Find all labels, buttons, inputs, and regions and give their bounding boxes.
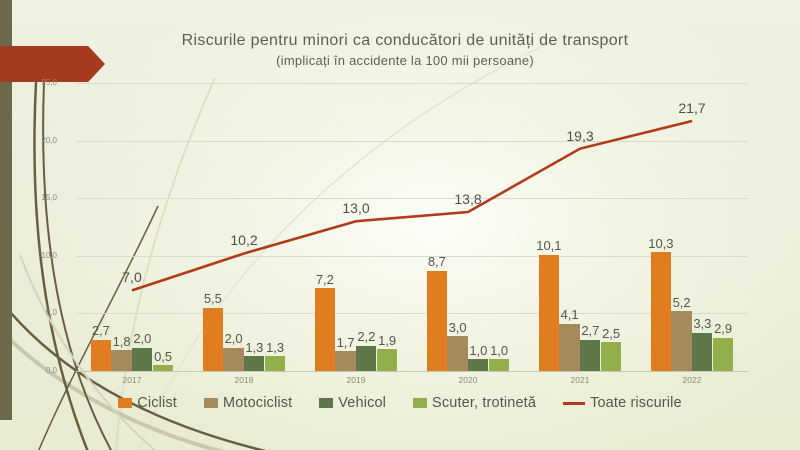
bar-motociclist	[447, 336, 468, 371]
legend-color-swatch	[319, 398, 334, 408]
line-value-label: 7,0	[122, 269, 142, 286]
bar-scuter-trotinet-	[488, 359, 509, 371]
legend-label: Toate riscurile	[590, 395, 682, 411]
x-axis-label: 2018	[234, 375, 254, 385]
bar-value-label: 1,3	[245, 339, 264, 355]
bar-value-label: 7,2	[315, 271, 334, 287]
bar-value-label: 0,5	[154, 348, 173, 364]
bar-value-label: 4,1	[560, 307, 579, 323]
legend-item: Scuter, trotinetă	[413, 395, 536, 411]
bar-ciclist	[426, 270, 447, 371]
bar-value-label: 8,7	[427, 254, 446, 270]
chart-legend: Ciclist Motociclist Vehicol Scuter, trotine…	[20, 392, 780, 414]
x-axis-label: 2020	[458, 375, 478, 385]
bar-vehicol	[580, 339, 601, 371]
line-value-label: 19,3	[566, 127, 594, 144]
bar-vehicol	[692, 332, 713, 371]
bar-value-label: 1,3	[266, 339, 285, 355]
bar-motociclist	[671, 311, 692, 371]
legend-color-swatch	[203, 398, 218, 408]
bar-value-label: 10,1	[536, 238, 562, 254]
bar-value-label: 2,2	[357, 329, 376, 345]
bar-value-label: 10,3	[648, 235, 674, 251]
bar-value-label: 2,5	[602, 325, 621, 341]
legend-color-swatch	[118, 398, 133, 408]
gridline	[76, 83, 748, 84]
line-value-label: 13,8	[454, 191, 482, 208]
bar-vehicol	[356, 345, 377, 371]
x-axis-label: 2019	[346, 375, 366, 385]
bar-value-label: 2,0	[133, 331, 152, 347]
y-axis-tick-label: 0,0	[45, 366, 57, 375]
bar-value-label: 1,9	[378, 332, 397, 348]
legend-line-marker	[563, 401, 586, 405]
x-axis-line	[76, 371, 748, 372]
bar-value-label: 2,9	[714, 321, 733, 337]
bar-value-label: 1,7	[336, 334, 355, 350]
bar-vehicol	[132, 347, 153, 371]
title-block: Riscurile pentru minori ca conducători d…	[20, 30, 790, 70]
x-axis-label: 2022	[682, 375, 702, 385]
y-axis-tick-label: 25,0	[41, 78, 57, 87]
bar-motociclist	[559, 323, 580, 371]
slide-edge-stripe	[0, 0, 12, 420]
bar-value-label: 2,7	[91, 323, 110, 339]
bar-ciclist	[314, 288, 335, 371]
gridline	[76, 255, 748, 257]
bar-value-label: 5,5	[203, 291, 222, 307]
gridline	[76, 140, 748, 142]
legend-label: Vehicol	[338, 395, 387, 411]
bar-vehicol	[468, 359, 489, 371]
bar-value-label: 3,3	[693, 316, 712, 332]
bar-motociclist	[335, 351, 356, 371]
bar-value-label: 1,8	[112, 333, 131, 349]
bar-scuter-trotinet-	[152, 365, 173, 371]
bar-value-label: 1,0	[469, 342, 488, 358]
bar-scuter-trotinet-	[712, 337, 733, 371]
bar-scuter-trotinet-	[264, 356, 285, 371]
x-axis-label: 2017	[122, 375, 142, 385]
legend-item: Ciclist	[118, 395, 177, 411]
title-arrow-accent	[0, 46, 105, 82]
gridline	[76, 198, 748, 200]
legend-color-swatch	[413, 398, 428, 408]
gridline	[76, 313, 748, 315]
bar-motociclist	[223, 347, 244, 371]
bar-ciclist	[90, 339, 111, 371]
bar-value-label: 5,2	[672, 294, 691, 310]
legend-item: Toate riscurile	[563, 395, 682, 411]
x-axis-label: 2021	[570, 375, 590, 385]
bar-vehicol	[244, 356, 265, 371]
bar-ciclist	[202, 307, 223, 371]
y-axis-tick-label: 15,0	[41, 193, 57, 203]
slide-title: Riscurile pentru minori ca conducători d…	[181, 32, 629, 49]
legend-item: Motociclist	[203, 395, 293, 411]
bar-value-label: 2,0	[224, 331, 243, 347]
bar-value-label: 2,7	[581, 323, 600, 339]
slide-subtitle: (implicați în accidente la 100 mii perso…	[276, 53, 534, 68]
line-value-label: 10,2	[230, 232, 258, 249]
y-axis-tick-label: 5,0	[45, 308, 57, 318]
bar-value-label: 3,0	[448, 319, 467, 335]
bar-value-label: 1,0	[490, 342, 509, 358]
y-axis-tick-label: 20,0	[41, 135, 57, 145]
legend-label: Ciclist	[137, 395, 177, 411]
legend-label: Scuter, trotinetă	[432, 395, 537, 411]
bar-motociclist	[111, 350, 132, 371]
line-value-label: 13,0	[342, 200, 370, 217]
bar-ciclist	[650, 252, 671, 371]
bar-scuter-trotinet-	[376, 349, 397, 371]
legend-item: Vehicol	[319, 395, 386, 411]
legend-label: Motociclist	[222, 395, 293, 411]
line-value-label: 21,7	[678, 100, 706, 117]
bar-scuter-trotinet-	[600, 342, 621, 371]
y-axis-tick-label: 10,0	[41, 250, 57, 260]
